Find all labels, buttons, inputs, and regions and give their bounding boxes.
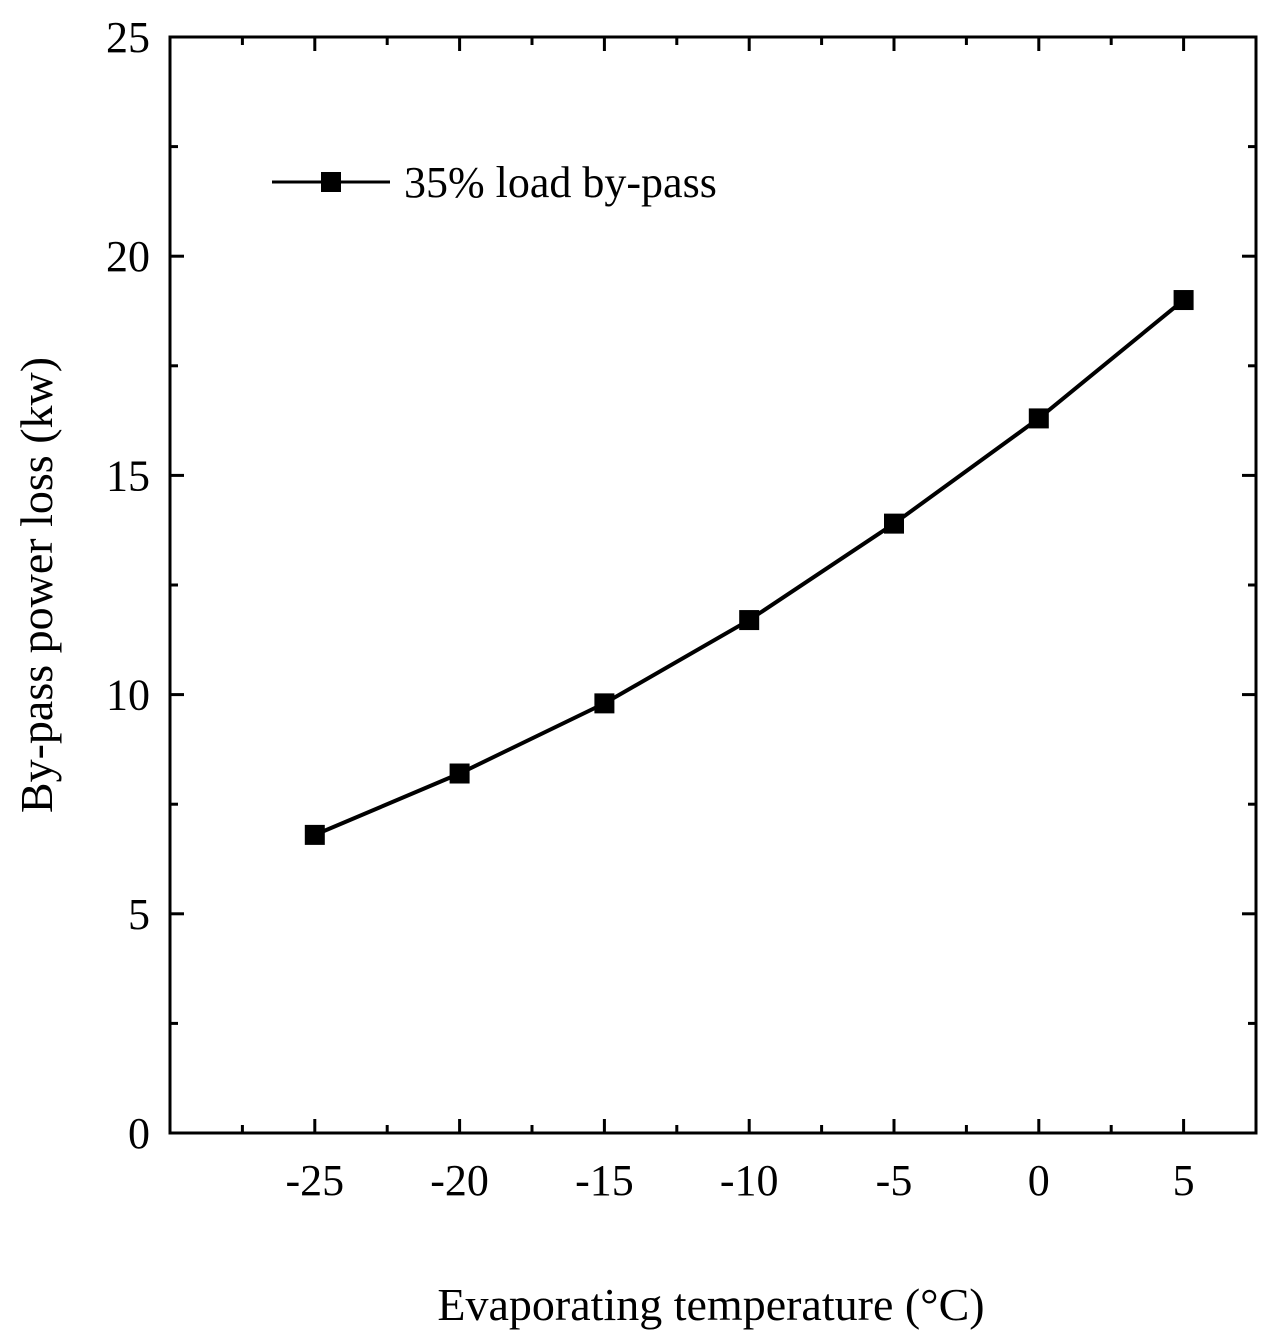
x-axis-title: Evaporating temperature (°C): [437, 1279, 984, 1330]
data-point: [739, 610, 760, 631]
data-point: [1173, 290, 1194, 311]
data-point: [884, 513, 904, 534]
x-tick-label: 5: [1173, 1156, 1195, 1205]
data-point: [449, 763, 470, 784]
tick-labels: -25 -20 -15 -10 -5 0 5 0 5 10 15 20 25: [106, 13, 1195, 1205]
data-point: [1028, 408, 1049, 429]
y-tick-label: 15: [106, 451, 150, 500]
y-tick-label: 25: [106, 13, 150, 62]
x-tick-label: -15: [575, 1156, 634, 1205]
x-tick-label: -25: [285, 1156, 344, 1205]
legend: 35% load by-pass: [272, 158, 717, 207]
y-tick-label: 20: [106, 232, 150, 281]
y-axis-title: By-pass power loss (kw): [11, 357, 62, 813]
x-tick-label: 0: [1028, 1156, 1050, 1205]
legend-marker: [321, 172, 341, 192]
x-tick-label: -10: [720, 1156, 779, 1205]
y-tick-label: 10: [106, 671, 150, 720]
series-line: [314, 298, 1185, 837]
x-tick-label: -5: [876, 1156, 913, 1205]
data-point: [304, 824, 325, 845]
x-tick-label: -20: [430, 1156, 489, 1205]
data-point: [594, 693, 615, 714]
y-tick-label: 5: [128, 890, 150, 939]
series-layer: [304, 290, 1194, 845]
legend-label: 35% load by-pass: [404, 158, 717, 207]
plot-frame: [168, 35, 1258, 1135]
y-tick-label: 0: [128, 1109, 150, 1158]
